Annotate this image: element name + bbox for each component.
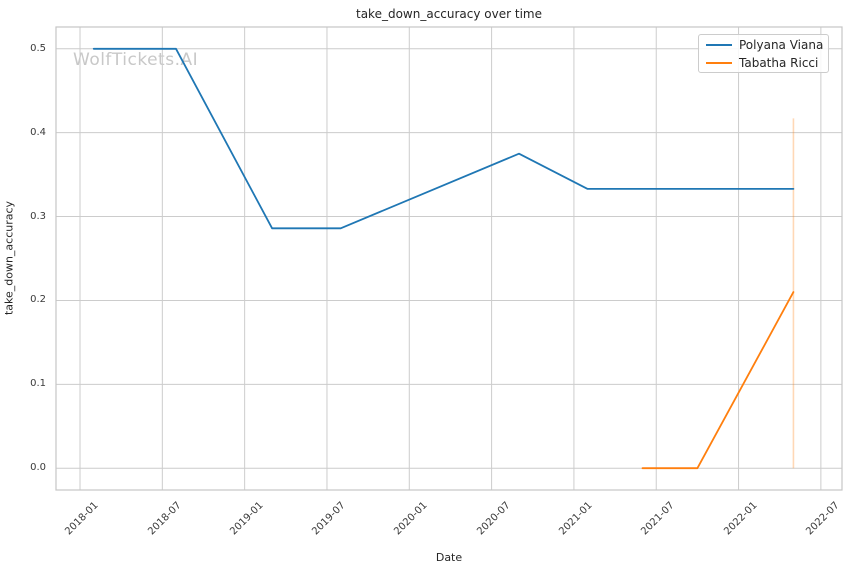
y-tick-label: 0.2 xyxy=(30,294,46,306)
watermark-text: WolfTickets.AI xyxy=(73,50,199,70)
series-line-polyana-viana xyxy=(92,47,795,230)
series-line-tabatha-ricci xyxy=(641,291,795,470)
legend-line-swatch xyxy=(706,43,732,46)
y-tick-label: 0.4 xyxy=(30,126,46,138)
legend-label: Polyana Viana xyxy=(739,37,824,52)
y-tick-label: 0.3 xyxy=(30,210,46,222)
chart-title: take_down_accuracy over time xyxy=(356,7,542,21)
y-tick-label: 0.5 xyxy=(30,42,46,54)
legend-box: Polyana Viana Tabatha Ricci xyxy=(698,34,829,73)
legend-label: Tabatha Ricci xyxy=(739,55,819,70)
x-axis-label: Date xyxy=(435,551,463,564)
y-axis-label: take_down_accuracy xyxy=(2,200,16,316)
y-tick-label: 0.1 xyxy=(30,378,46,390)
plot-border xyxy=(55,26,843,491)
y-tick-label: 0.0 xyxy=(30,462,46,474)
legend-item-tabatha-ricci: Tabatha Ricci xyxy=(706,55,828,70)
legend-item-polyana-viana: Polyana Viana xyxy=(706,37,828,52)
legend-line-swatch xyxy=(706,61,732,64)
